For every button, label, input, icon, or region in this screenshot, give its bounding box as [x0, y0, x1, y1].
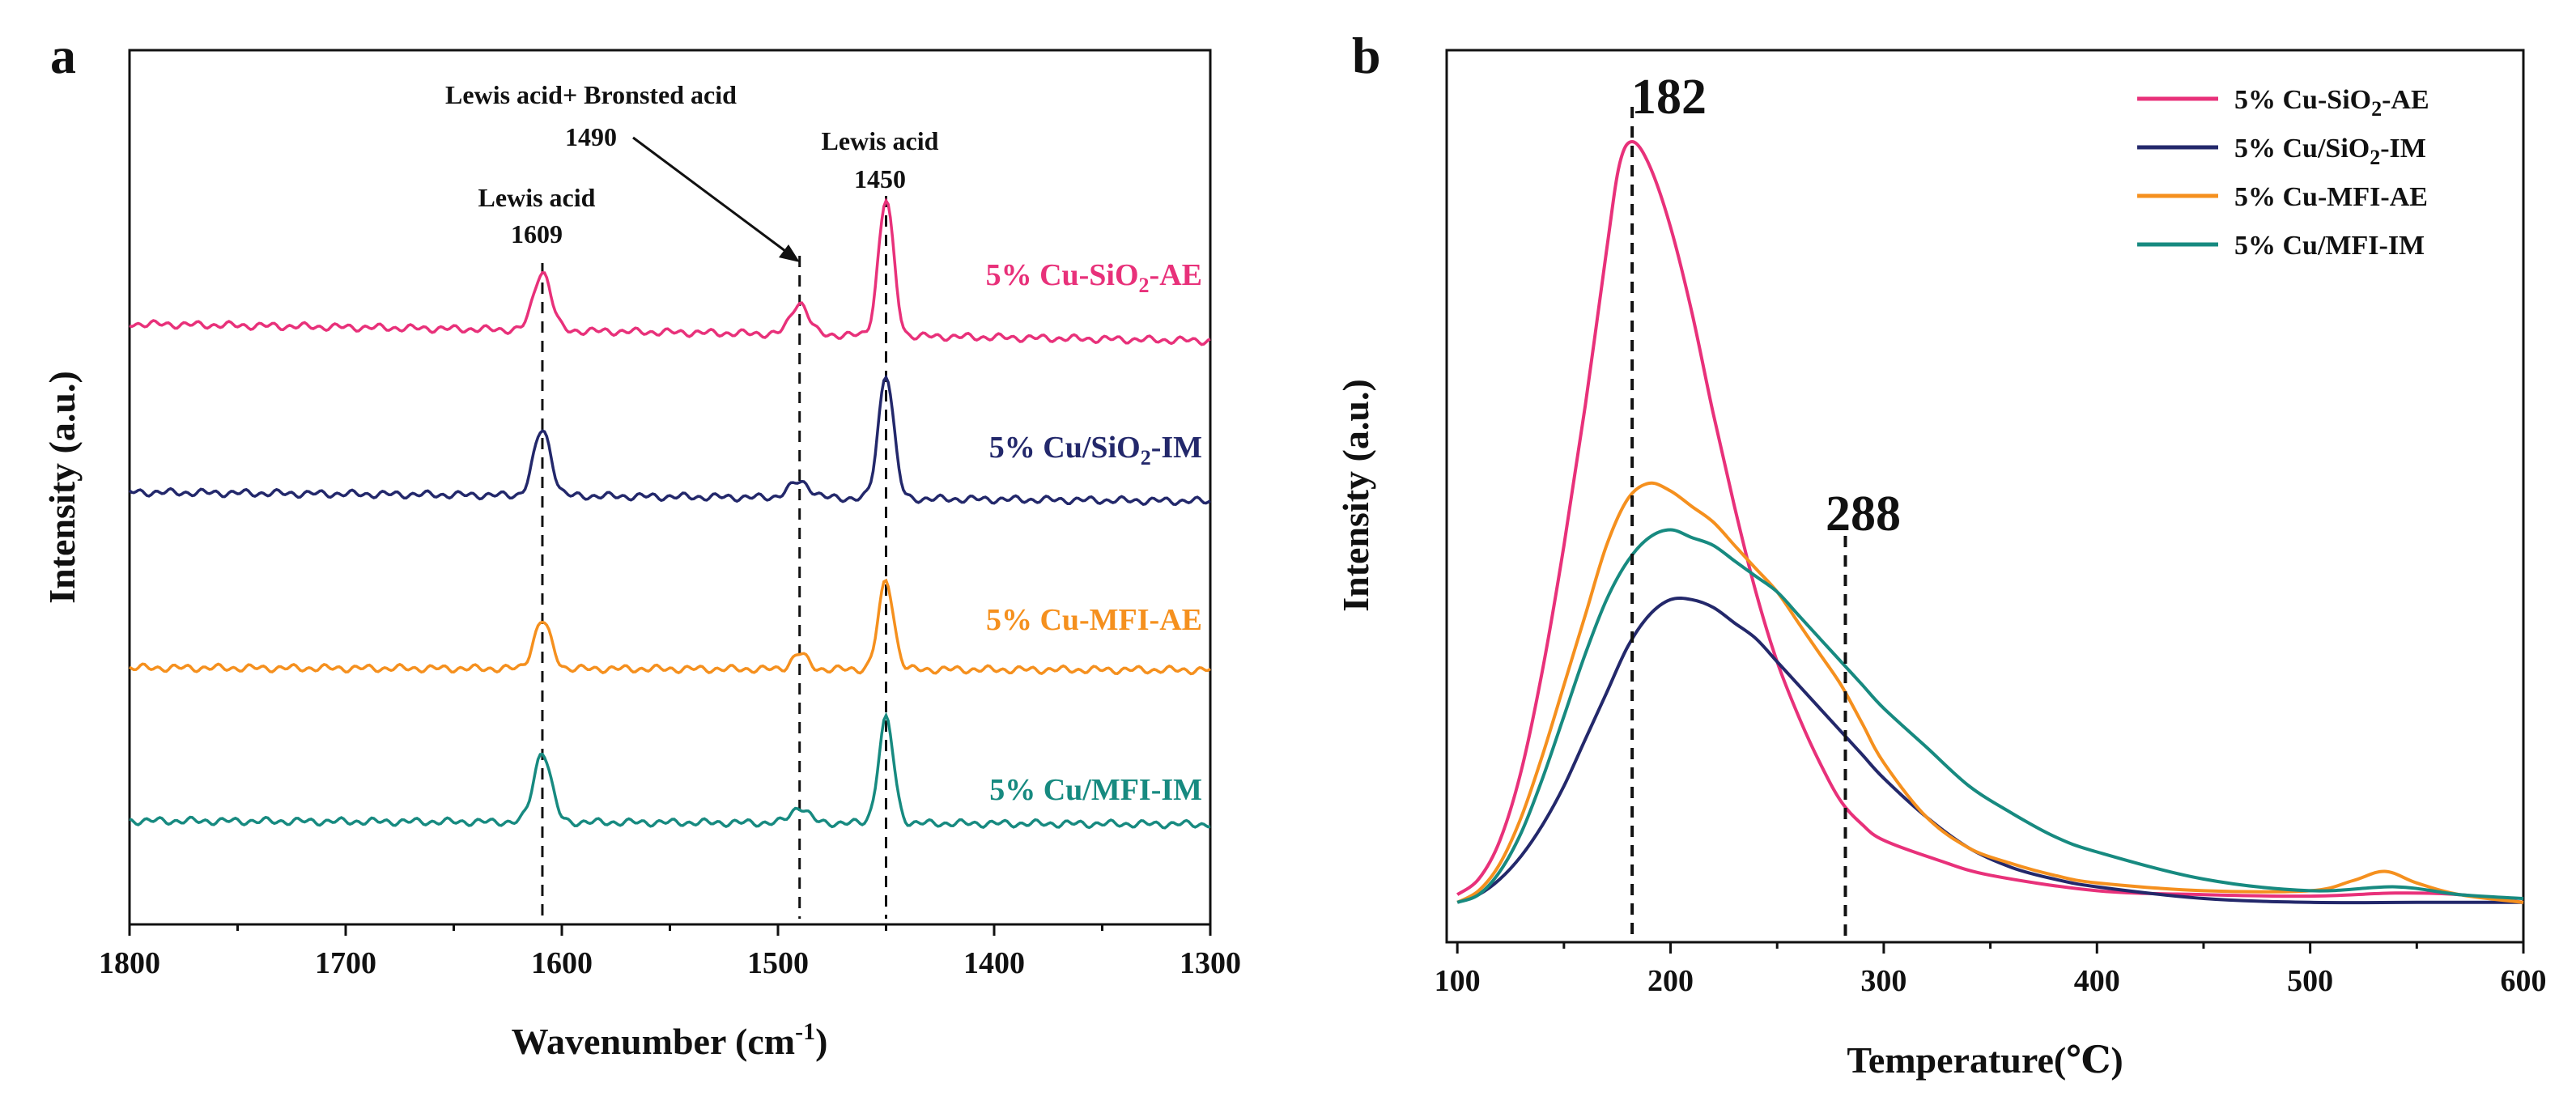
legend-label-pre: 5% Cu/SiO — [2234, 134, 2370, 164]
legend-label: 5% Cu-SiO2-AE — [2234, 85, 2429, 121]
plot-a-xlabel-sup: -1 — [795, 1018, 815, 1045]
plot-a-series-label: 5% Cu/SiO2-IM — [989, 431, 1202, 469]
plot-b-series-line — [1456, 139, 2524, 904]
plot-a-series-label: 5% Cu/MFI-IM — [989, 773, 1202, 807]
plot-a-xtick-label: 1500 — [747, 946, 809, 980]
panel-a-letter: a — [50, 27, 76, 84]
plot-a-ylabel: Intensity (a.u.) — [41, 371, 83, 604]
legend-entry: 5% Cu-SiO2-AE — [2137, 85, 2429, 121]
legend-entry: 5% Cu-MFI-AE — [2137, 182, 2428, 212]
plot-a-xlabel-end: ) — [815, 1021, 827, 1062]
legend-label-sub: 2 — [2370, 146, 2380, 169]
plot-b-series-line — [1456, 481, 2524, 904]
plot-a-series-label-pre: 5% Cu/MFI-IM — [989, 773, 1202, 807]
legend-entry: 5% Cu/MFI-IM — [2137, 231, 2425, 261]
annotation-lewis-bronsted-value: 1490 — [565, 122, 617, 151]
legend-label-post: -IM — [2380, 134, 2426, 164]
plot-a-series-label: 5% Cu-MFI-AE — [986, 603, 1202, 637]
plot-a-xtick-label: 1700 — [315, 946, 376, 980]
annotation-arrow-shaft — [632, 136, 793, 257]
plot-b-xtick-label: 100 — [1435, 964, 1481, 998]
plot-a-series-label-post: -AE — [1150, 258, 1202, 292]
plot-a-series-label: 5% Cu-SiO2-AE — [986, 258, 1202, 297]
plot-b-xtick-label: 200 — [1647, 964, 1694, 998]
annotation-lewis-1450-label: Lewis acid — [822, 126, 939, 155]
plot-a-xtick-label: 1400 — [963, 946, 1025, 980]
plot-b-xtick-label: 500 — [2287, 964, 2333, 998]
panel-b-letter: b — [1352, 27, 1381, 84]
plot-b-xtick-label: 300 — [1860, 964, 1906, 998]
plot-b-xtick-label: 600 — [2501, 964, 2547, 998]
annotation-lewis-1450-value: 1450 — [854, 164, 906, 193]
plot-a-series-line — [129, 712, 1211, 830]
plot-b-ylabel: Intensity (a.u.) — [1335, 379, 1376, 612]
annotation-lewis-bronsted-label: Lewis acid+ Bronsted acid — [445, 80, 737, 109]
plot-b: 100 200 300 400 500 600 5% Cu-SiO2-AE5% Cu/Si… — [1335, 49, 2547, 1081]
plot-a-series-label-sub: 2 — [1139, 274, 1150, 297]
annotation-arrow-head — [779, 244, 800, 262]
annotation-peak-288: 288 — [1826, 486, 1901, 542]
plot-a-series-label-pre: 5% Cu/SiO — [989, 431, 1141, 465]
legend-entry: 5% Cu/SiO2-IM — [2137, 134, 2426, 169]
plot-a-series-label-sub: 2 — [1141, 446, 1151, 469]
plot-a-xtick-label: 1800 — [99, 946, 160, 980]
legend-label: 5% Cu/MFI-IM — [2234, 231, 2425, 261]
plot-a: 1800 1700 1600 1500 1400 1300 5% Cu-SiO2-AE5%… — [41, 49, 1241, 1062]
legend-label-pre: 5% Cu-MFI-AE — [2234, 182, 2428, 212]
legend-label: 5% Cu/SiO2-IM — [2234, 134, 2426, 169]
plot-a-xlabel: Wavenumber (cm-1) — [512, 1018, 828, 1062]
annotation-lewis-1609-value: 1609 — [511, 219, 563, 249]
plot-b-series-line — [1456, 596, 2523, 905]
legend-label-pre: 5% Cu/MFI-IM — [2234, 231, 2425, 261]
annotation-peak-182: 182 — [1631, 70, 1707, 125]
plot-b-series-line — [1456, 528, 2524, 904]
plot-a-series-line — [129, 578, 1211, 676]
plot-a-series-line — [128, 374, 1211, 506]
plot-b-xlabel: Temperature(℃) — [1847, 1039, 2123, 1081]
legend-label: 5% Cu-MFI-AE — [2234, 182, 2428, 212]
plot-a-xlabel-main: Wavenumber (cm — [512, 1021, 796, 1062]
plot-a-series-line — [129, 198, 1211, 346]
plot-a-xtick-label: 1300 — [1180, 946, 1241, 980]
plot-a-series-label-pre: 5% Cu-SiO — [986, 258, 1139, 292]
plot-b-frame — [1445, 49, 2525, 944]
plot-a-xtick-label: 1600 — [531, 946, 593, 980]
plot-a-series-label-pre: 5% Cu-MFI-AE — [986, 603, 1202, 637]
legend-label-sub: 2 — [2371, 97, 2382, 121]
legend-label-post: -AE — [2382, 85, 2429, 115]
plot-b-xtick-label: 400 — [2074, 964, 2120, 998]
legend-label-pre: 5% Cu-SiO — [2234, 85, 2371, 115]
plot-a-series-label-post: -IM — [1151, 431, 1202, 465]
annotation-lewis-1609-label: Lewis acid — [478, 183, 596, 212]
